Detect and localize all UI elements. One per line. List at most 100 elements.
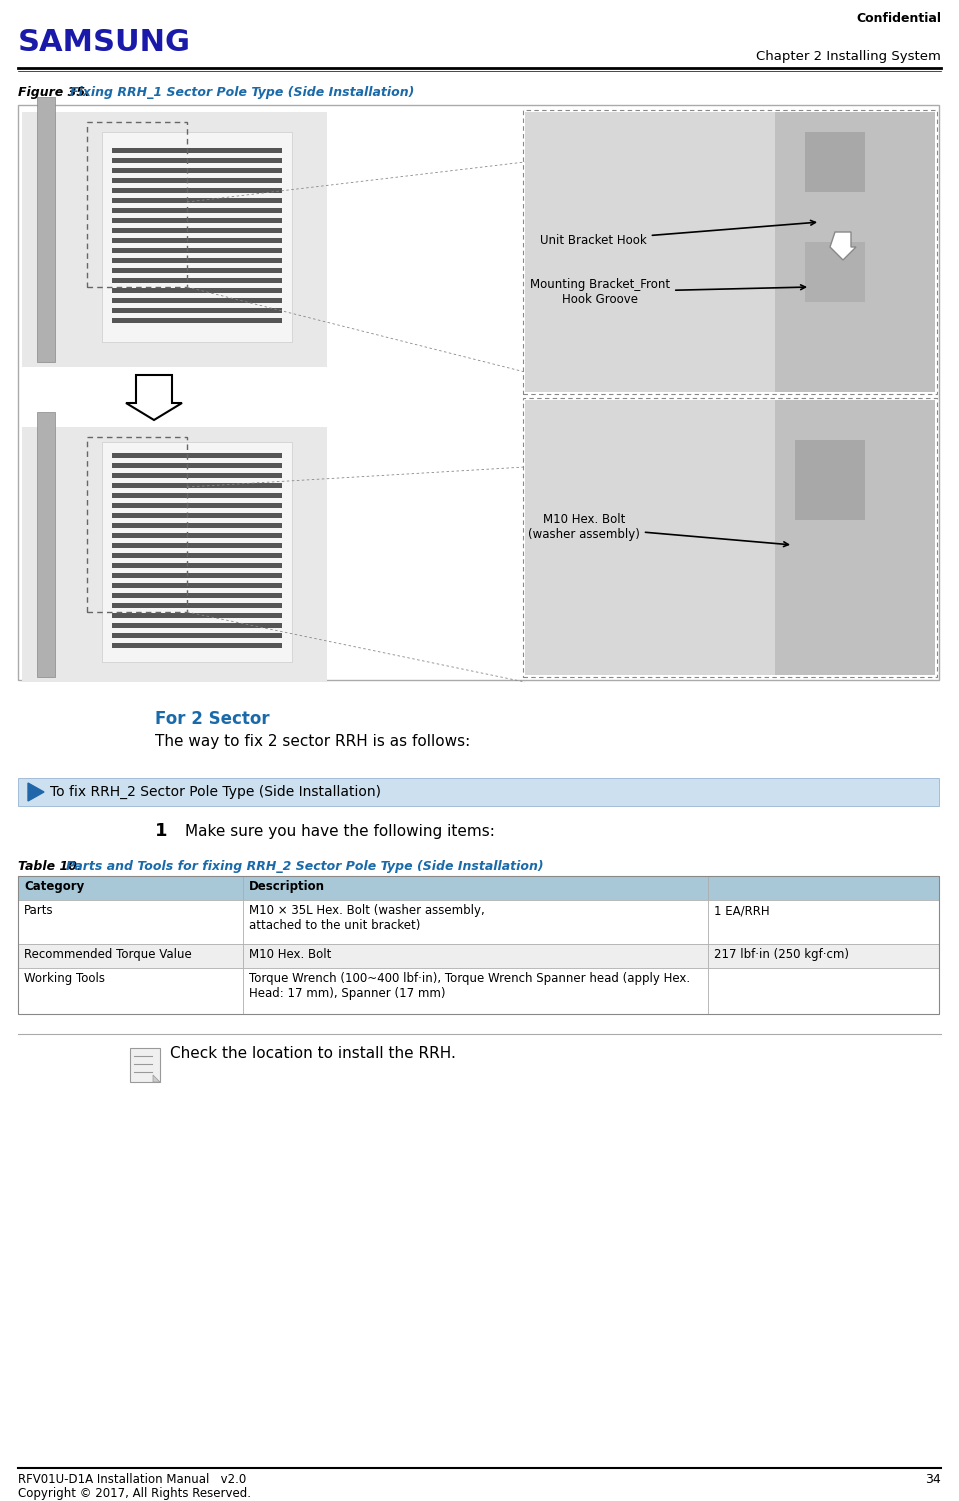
Text: The way to fix 2 sector RRH is as follows:: The way to fix 2 sector RRH is as follow… [155, 734, 470, 749]
Bar [37, 98, 55, 362]
Bar [112, 453, 282, 458]
Bar [87, 437, 187, 612]
Bar [18, 877, 243, 901]
Bar [708, 901, 939, 944]
Text: Description: Description [249, 880, 325, 893]
Text: Mounting Bracket_Front
Hook Groove: Mounting Bracket_Front Hook Groove [530, 278, 806, 306]
Text: Unit Bracket Hook: Unit Bracket Hook [540, 221, 815, 246]
Text: M10 Hex. Bolt
(washer assembly): M10 Hex. Bolt (washer assembly) [528, 513, 788, 546]
Bar [112, 473, 282, 477]
Text: Chapter 2 Installing System: Chapter 2 Installing System [756, 50, 941, 63]
Bar [112, 318, 282, 323]
Bar [112, 483, 282, 488]
Bar [18, 968, 243, 1015]
Bar [112, 633, 282, 638]
Bar [112, 513, 282, 518]
Bar [112, 503, 282, 507]
Bar [112, 278, 282, 284]
Bar [37, 411, 55, 677]
Bar [102, 441, 292, 662]
Bar [112, 228, 282, 233]
Bar [112, 239, 282, 243]
Bar [805, 132, 865, 192]
Polygon shape [126, 375, 182, 420]
Bar [22, 426, 327, 681]
Bar [112, 308, 282, 314]
Bar [112, 522, 282, 528]
Text: Figure 35.: Figure 35. [18, 86, 94, 99]
Polygon shape [153, 1075, 160, 1082]
Bar [112, 593, 282, 597]
Bar [112, 218, 282, 224]
Bar [112, 533, 282, 537]
Text: M10 Hex. Bolt: M10 Hex. Bolt [249, 949, 332, 961]
Bar [708, 968, 939, 1015]
Bar [525, 113, 935, 392]
Bar [112, 198, 282, 203]
Text: Parts: Parts [24, 904, 54, 917]
Bar [775, 113, 935, 392]
Bar [112, 168, 282, 173]
Bar [18, 944, 243, 968]
Bar [708, 877, 939, 901]
Bar [18, 778, 939, 806]
Bar [523, 398, 937, 677]
Bar [18, 901, 243, 944]
Text: SAMSUNG: SAMSUNG [18, 29, 191, 57]
Bar [112, 158, 282, 164]
Text: Working Tools: Working Tools [24, 973, 105, 985]
Polygon shape [830, 233, 856, 260]
Text: For 2 Sector: For 2 Sector [155, 710, 269, 728]
Bar [805, 242, 865, 302]
Polygon shape [28, 784, 44, 802]
Text: Copyright © 2017, All Rights Reserved.: Copyright © 2017, All Rights Reserved. [18, 1487, 251, 1499]
Text: Category: Category [24, 880, 84, 893]
Text: Fixing RRH_1 Sector Pole Type (Side Installation): Fixing RRH_1 Sector Pole Type (Side Inst… [70, 86, 414, 99]
Text: RFV01U-D1A Installation Manual   v2.0: RFV01U-D1A Installation Manual v2.0 [18, 1472, 246, 1486]
Bar [112, 288, 282, 293]
Bar [112, 612, 282, 618]
Text: Confidential: Confidential [856, 12, 941, 26]
Bar [112, 188, 282, 194]
Bar [112, 209, 282, 213]
Bar [243, 901, 708, 944]
Bar [112, 642, 282, 648]
Bar [243, 944, 708, 968]
Text: 217 lbf·in (250 kgf·cm): 217 lbf·in (250 kgf·cm) [714, 949, 849, 961]
Text: 1: 1 [155, 823, 168, 841]
Text: 1 EA/RRH: 1 EA/RRH [714, 904, 770, 917]
Bar [243, 877, 708, 901]
Bar [112, 552, 282, 558]
Text: To fix RRH_2 Sector Pole Type (Side Installation): To fix RRH_2 Sector Pole Type (Side Inst… [50, 785, 381, 799]
Text: Check the location to install the RRH.: Check the location to install the RRH. [170, 1046, 456, 1061]
Text: Recommended Torque Value: Recommended Torque Value [24, 949, 192, 961]
Bar [112, 492, 282, 498]
Bar [18, 105, 939, 680]
Bar [112, 269, 282, 273]
Bar [112, 179, 282, 183]
Bar [775, 399, 935, 675]
Bar [525, 399, 935, 675]
Bar [523, 110, 937, 393]
Text: Table 10.: Table 10. [18, 860, 86, 874]
Bar [708, 944, 939, 968]
Text: M10 × 35L Hex. Bolt (washer assembly,
attached to the unit bracket): M10 × 35L Hex. Bolt (washer assembly, at… [249, 904, 484, 932]
Bar [112, 462, 282, 468]
Bar [112, 563, 282, 567]
Bar [112, 603, 282, 608]
Bar [112, 299, 282, 303]
Bar [112, 582, 282, 588]
Bar [795, 440, 865, 519]
Text: Make sure you have the following items:: Make sure you have the following items: [185, 824, 495, 839]
Bar [22, 113, 327, 368]
Bar [112, 623, 282, 627]
Bar [243, 968, 708, 1015]
Bar [102, 132, 292, 342]
Text: 34: 34 [925, 1472, 941, 1486]
Bar [112, 543, 282, 548]
Bar [112, 258, 282, 263]
Bar [112, 573, 282, 578]
Bar [18, 877, 939, 1015]
Text: Parts and Tools for fixing RRH_2 Sector Pole Type (Side Installation): Parts and Tools for fixing RRH_2 Sector … [66, 860, 544, 874]
Bar [112, 248, 282, 254]
